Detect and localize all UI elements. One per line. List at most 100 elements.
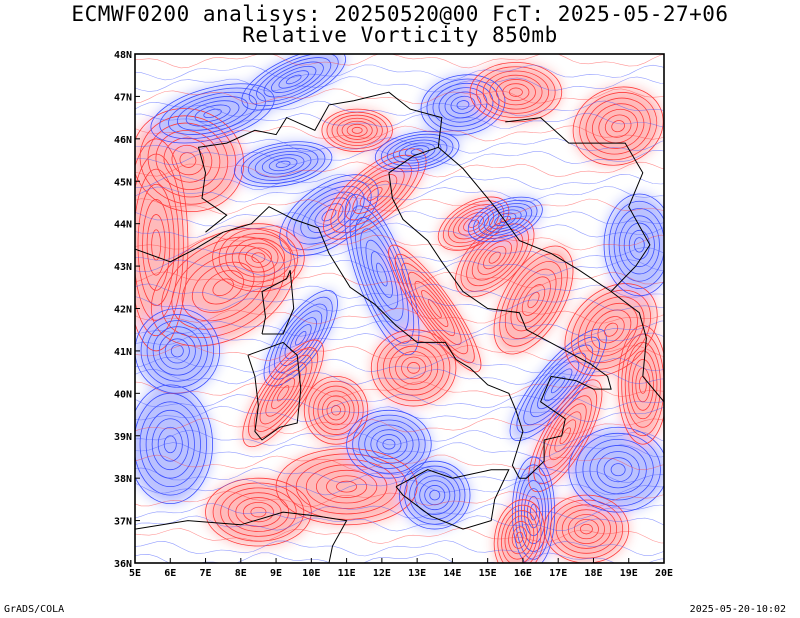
contour-line [135,478,664,496]
contour-line [550,376,566,394]
contour-line [376,434,402,455]
contour-line [321,208,337,222]
contour-line [493,499,546,563]
contour-line [582,438,654,501]
contour-line [473,199,538,239]
contour-line [135,393,664,410]
contour-line [502,83,530,102]
positive-vorticity-area [205,478,312,547]
contour-line [598,108,638,144]
contour-line [176,96,249,131]
lat-tick-label: 43N [114,262,132,273]
contour-line [401,356,427,380]
lat-tick-label: 40N [114,389,132,400]
contour-line [575,432,661,507]
contour-line [404,145,430,158]
contour-line [314,203,344,228]
axis-ticks: 5E 6E 7E 8E 9E 10E 11E 12E 13E 14E 15E 16E 17E 18E 19E… [114,50,673,579]
contour-line [137,183,175,306]
contour-line [419,480,451,511]
contour-line [521,284,546,316]
contour-line [628,350,658,420]
contour-line [315,469,378,504]
contour-line [202,270,245,305]
contour-line [242,339,324,448]
negative-vorticity-area [344,194,420,355]
contour-line [135,307,664,325]
lat-tick-label: 39N [114,432,132,443]
negative-vorticity-area [135,308,220,394]
coastline [135,511,348,563]
contour-line [352,414,426,474]
contour-line [567,514,605,545]
contour-line [191,261,255,313]
contour-line [271,377,296,409]
contour-line [438,87,488,123]
contour-line [300,191,358,239]
contour-line [164,338,190,364]
vorticity-field [135,54,664,563]
contour-line [242,502,274,523]
lat-tick-label: 48N [114,50,132,61]
lon-tick-label: 11E [338,568,356,579]
contour-line [140,314,214,388]
contour-line [253,354,313,432]
contour-line [135,173,664,191]
contour-line [271,65,317,93]
contour-line [248,54,339,107]
contour-line [336,117,378,143]
contour-line [135,320,664,337]
contour-line [179,152,197,168]
coastline [395,469,510,530]
contour-line [168,91,258,135]
contour-line [577,296,645,364]
contour-line [421,289,449,328]
contour-line [285,74,302,85]
contour-line [135,454,664,471]
contour-line [404,465,466,525]
contour-line [135,527,664,544]
contour-line [559,427,571,445]
positive-vorticity-area [455,218,534,297]
coastlines [135,91,664,563]
contour-line [346,409,432,479]
lon-tick-label: 8E [235,568,247,579]
contour-line [142,199,171,291]
contour-line [135,210,664,227]
contour-line [579,92,658,161]
contour-line [603,457,633,483]
contour-line [146,320,208,382]
contour-line [285,453,408,520]
contour-line [227,492,290,532]
contour-line [135,246,664,264]
contour-line [254,150,312,178]
contour-line [610,463,626,477]
timestamp: 2025-05-20-10:02 [689,604,786,615]
contour-line [139,115,237,205]
contour-line [516,276,551,324]
contour-line [308,380,364,440]
contour-line [135,198,664,215]
contour-line [330,154,420,234]
contour-line [220,487,297,537]
coastline [247,341,302,441]
contour-line [376,262,388,287]
contour-line [307,197,351,233]
contour-line [585,97,651,155]
contour-line [284,317,317,360]
contour-line [571,289,652,370]
contour-line [135,112,664,130]
contour-line [561,509,611,549]
contour-line [240,144,326,185]
contour-line [244,247,272,268]
contour-line [203,108,222,119]
contour-line [382,438,396,450]
contour-line [501,510,538,563]
contour-line [482,70,550,114]
contour-line [303,375,369,445]
contour-line [352,174,398,214]
contour-line [382,340,445,396]
lat-tick-label: 41N [114,347,132,358]
contour-line [278,70,309,89]
contour-line [135,100,664,117]
